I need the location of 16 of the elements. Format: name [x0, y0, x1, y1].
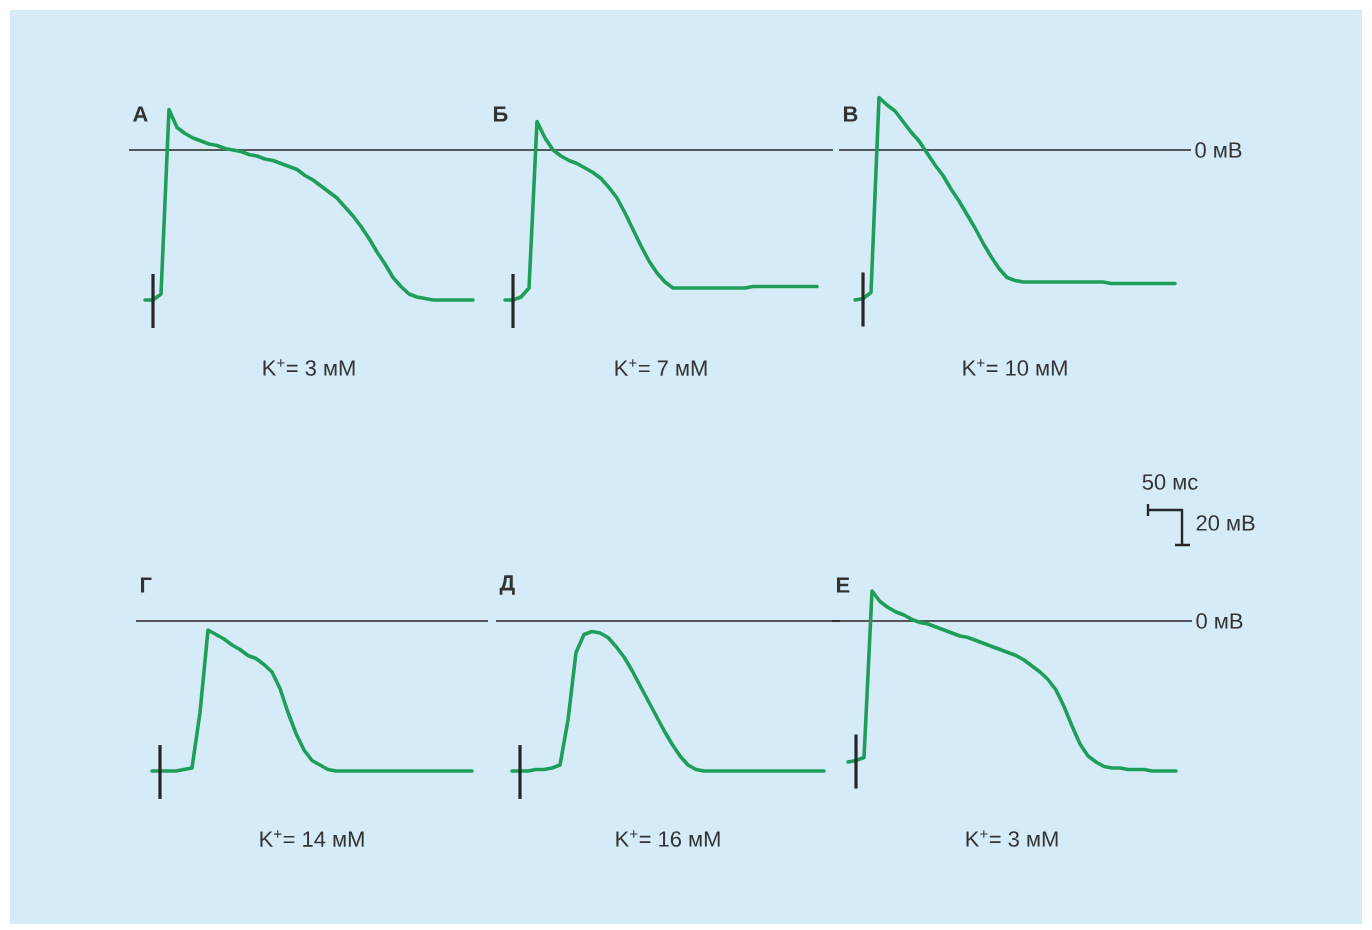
- chart-title: Е: [837, 577, 850, 593]
- chart-title: А: [133, 106, 148, 122]
- x-axis-title: K$^{+}$= 16 мМ: [616, 830, 720, 847]
- x-axis-title: K$^{+}$= 7 мМ: [615, 359, 707, 376]
- ref-line-label: 0 мВ: [1195, 142, 1242, 158]
- text: 50 мс: [1142, 474, 1198, 490]
- x-axis-title: K$^{+}$= 3 мМ: [263, 359, 355, 376]
- chart-title: Г: [140, 577, 152, 593]
- ref-line-label: 0 мВ: [1196, 613, 1243, 629]
- x-axis-title: K$^{+}$= 10 мМ: [963, 359, 1067, 376]
- chart-title: В: [844, 106, 858, 122]
- x-axis-title: K$^{+}$= 3 мМ: [966, 830, 1058, 847]
- text: 20 мВ: [1196, 515, 1255, 531]
- chart-title: Б: [493, 106, 508, 122]
- chart-title: Д: [499, 575, 515, 595]
- x-axis-title: K$^{+}$= 14 мМ: [260, 830, 364, 847]
